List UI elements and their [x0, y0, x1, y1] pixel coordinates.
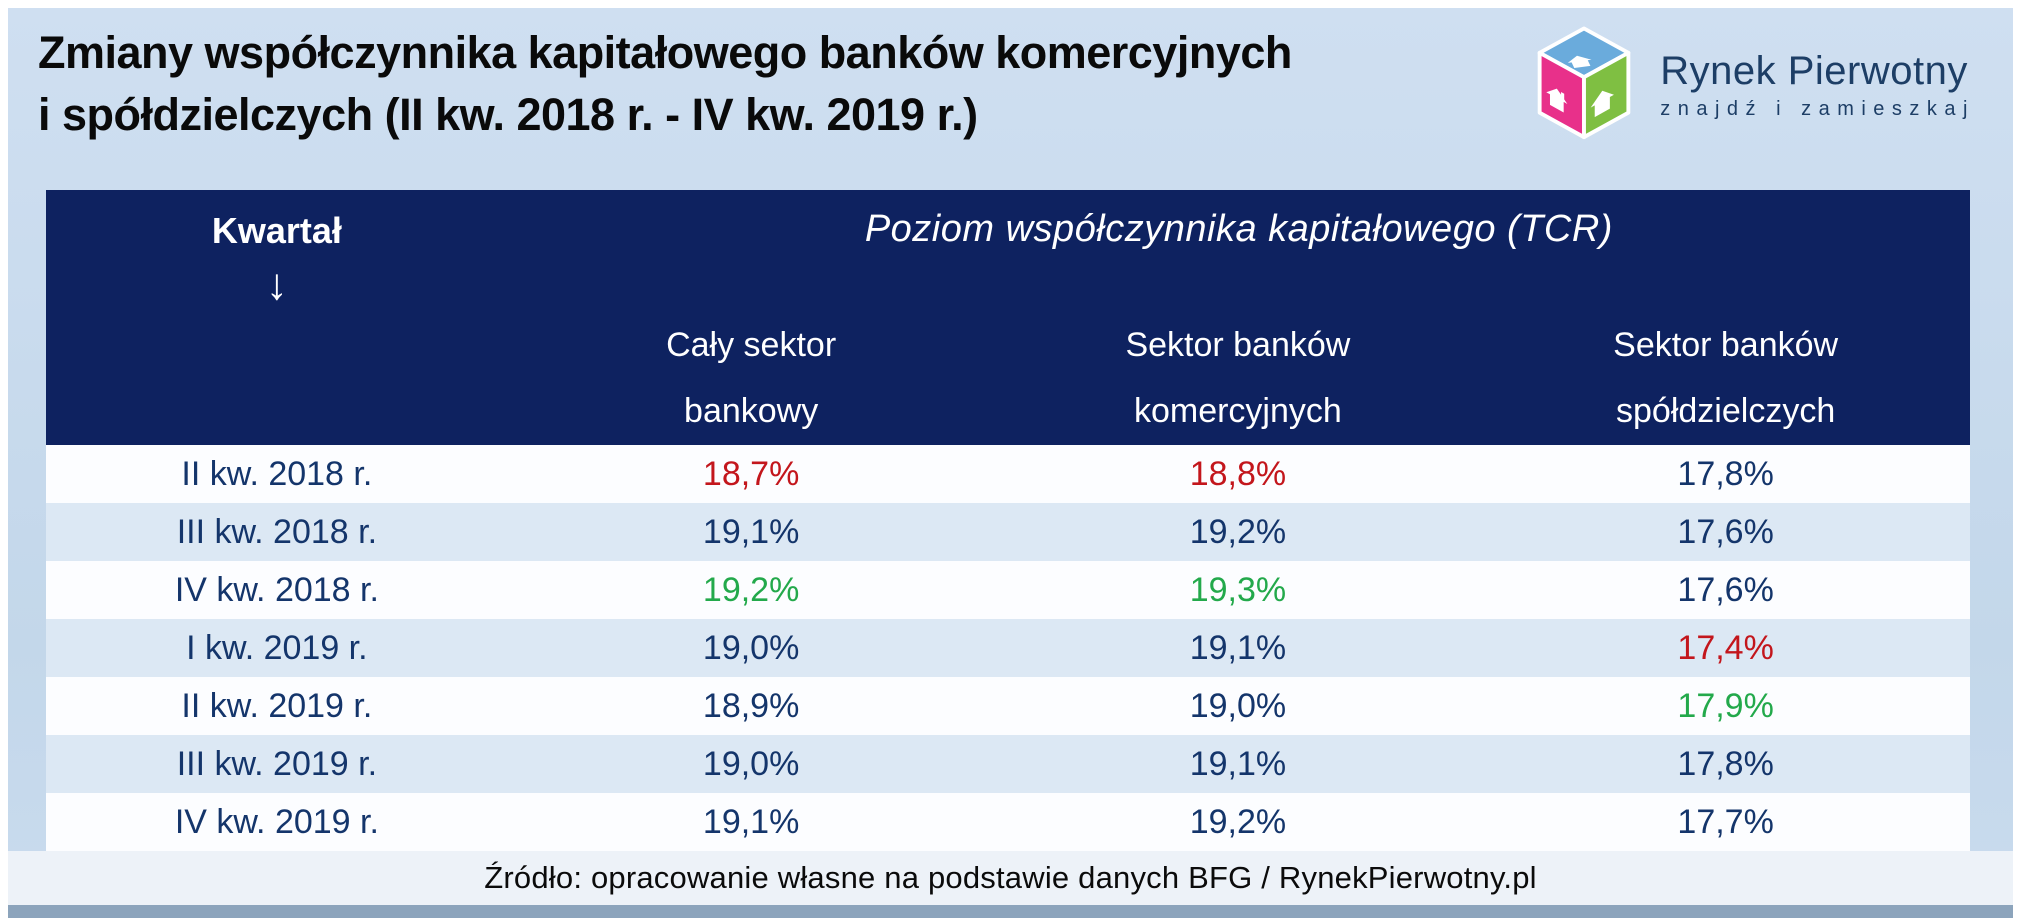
subheader-line: Cały sektor: [666, 326, 837, 364]
table-row: III kw. 2018 r. 19,1% 19,2% 17,6%: [46, 503, 1970, 561]
value-cell: 19,2%: [1189, 512, 1287, 551]
page-title-line2: i spółdzielczych (II kw. 2018 r. - IV kw…: [38, 89, 978, 140]
value-cell: 19,0%: [1189, 686, 1287, 725]
cube-house-logo-icon: [1528, 24, 1640, 146]
value-cell: 17,6%: [1677, 512, 1774, 551]
page-title-line1: Zmiany współczynnika kapitałowego banków…: [38, 27, 1292, 78]
tcr-group-header: Poziom współczynnika kapitałowego (TCR): [864, 208, 1613, 250]
quarter-cell: I kw. 2019 r.: [186, 628, 368, 667]
capital-ratio-table: Kwartał ↓ Poziom współczynnika kapitałow…: [46, 190, 1970, 851]
subheader-line: bankowy: [684, 392, 819, 430]
table-header: Kwartał ↓ Poziom współczynnika kapitałow…: [46, 190, 1970, 445]
subheader-spacer: [46, 312, 508, 444]
quarter-cell: III kw. 2019 r.: [176, 744, 378, 783]
quarter-cell: II kw. 2018 r.: [181, 454, 373, 493]
brand-tagline: znajdź i zamieszkaj: [1660, 98, 1975, 120]
brand-logo: Rynek Pierwotny znajdź i zamieszkaj: [1528, 24, 1975, 146]
table-row: II kw. 2019 r. 18,9% 19,0% 17,9%: [46, 677, 1970, 735]
value-cell: 19,1%: [1189, 628, 1287, 667]
subheader-line: Sektor banków: [1125, 326, 1351, 364]
quarter-cell: II kw. 2019 r.: [181, 686, 373, 725]
quarter-cell: III kw. 2018 r.: [176, 512, 378, 551]
brand-logo-text: Rynek Pierwotny znajdź i zamieszkaj: [1660, 49, 1975, 121]
subheader-commercial-banks: Sektor banków komercyjnych: [995, 312, 1482, 444]
value-cell: 19,3%: [1189, 570, 1287, 609]
value-cell: 19,0%: [702, 744, 800, 783]
table-body: II kw. 2018 r. 18,7% 18,8% 17,8% III kw.…: [46, 445, 1970, 851]
value-cell: 18,7%: [702, 454, 800, 493]
value-cell: 17,4%: [1677, 628, 1774, 667]
subheader-line: komercyjnych: [1133, 392, 1342, 430]
subheader-whole-sector: Cały sektor bankowy: [508, 312, 995, 444]
table-row: IV kw. 2018 r. 19,2% 19,3% 17,6%: [46, 561, 1970, 619]
value-cell: 17,8%: [1677, 454, 1774, 493]
quarter-cell: IV kw. 2018 r.: [174, 570, 379, 609]
value-cell: 17,9%: [1677, 686, 1774, 725]
down-arrow-icon: ↓: [265, 260, 288, 309]
subheader-cooperative-banks: Sektor banków spółdzielczych: [1481, 312, 1970, 444]
value-cell: 18,9%: [702, 686, 800, 725]
quarter-column-header: Kwartał: [211, 210, 342, 251]
table-row: I kw. 2019 r. 19,0% 19,1% 17,4%: [46, 619, 1970, 677]
value-cell: 17,6%: [1677, 570, 1774, 609]
value-cell: 17,7%: [1677, 802, 1774, 841]
table-row: III kw. 2019 r. 19,0% 19,1% 17,8%: [46, 735, 1970, 793]
table-row: II kw. 2018 r. 18,7% 18,8% 17,8%: [46, 445, 1970, 503]
source-text: Źródło: opracowanie własne na podstawie …: [484, 860, 1537, 895]
subheader-line: spółdzielczych: [1616, 392, 1836, 430]
value-cell: 19,0%: [702, 628, 800, 667]
source-band: Źródło: opracowanie własne na podstawie …: [8, 851, 2013, 905]
value-cell: 17,8%: [1677, 744, 1774, 783]
page-background: Zmiany współczynnika kapitałowego banków…: [8, 8, 2013, 918]
value-cell: 19,2%: [702, 570, 800, 609]
value-cell: 19,1%: [702, 802, 800, 841]
value-cell: 19,1%: [1189, 744, 1287, 783]
bottom-accent-bar: [8, 905, 2013, 918]
column-subheaders: Cały sektor bankowy Sektor banków komerc…: [46, 312, 1970, 444]
table-row: IV kw. 2019 r. 19,1% 19,2% 17,7%: [46, 793, 1970, 851]
value-cell: 18,8%: [1189, 454, 1287, 493]
brand-name: Rynek Pierwotny: [1660, 49, 1968, 93]
subheader-line: Sektor banków: [1613, 326, 1839, 364]
value-cell: 19,1%: [702, 512, 800, 551]
value-cell: 19,2%: [1189, 802, 1287, 841]
quarter-cell: IV kw. 2019 r.: [174, 802, 379, 841]
page-title: Zmiany współczynnika kapitałowego banków…: [38, 22, 1292, 146]
